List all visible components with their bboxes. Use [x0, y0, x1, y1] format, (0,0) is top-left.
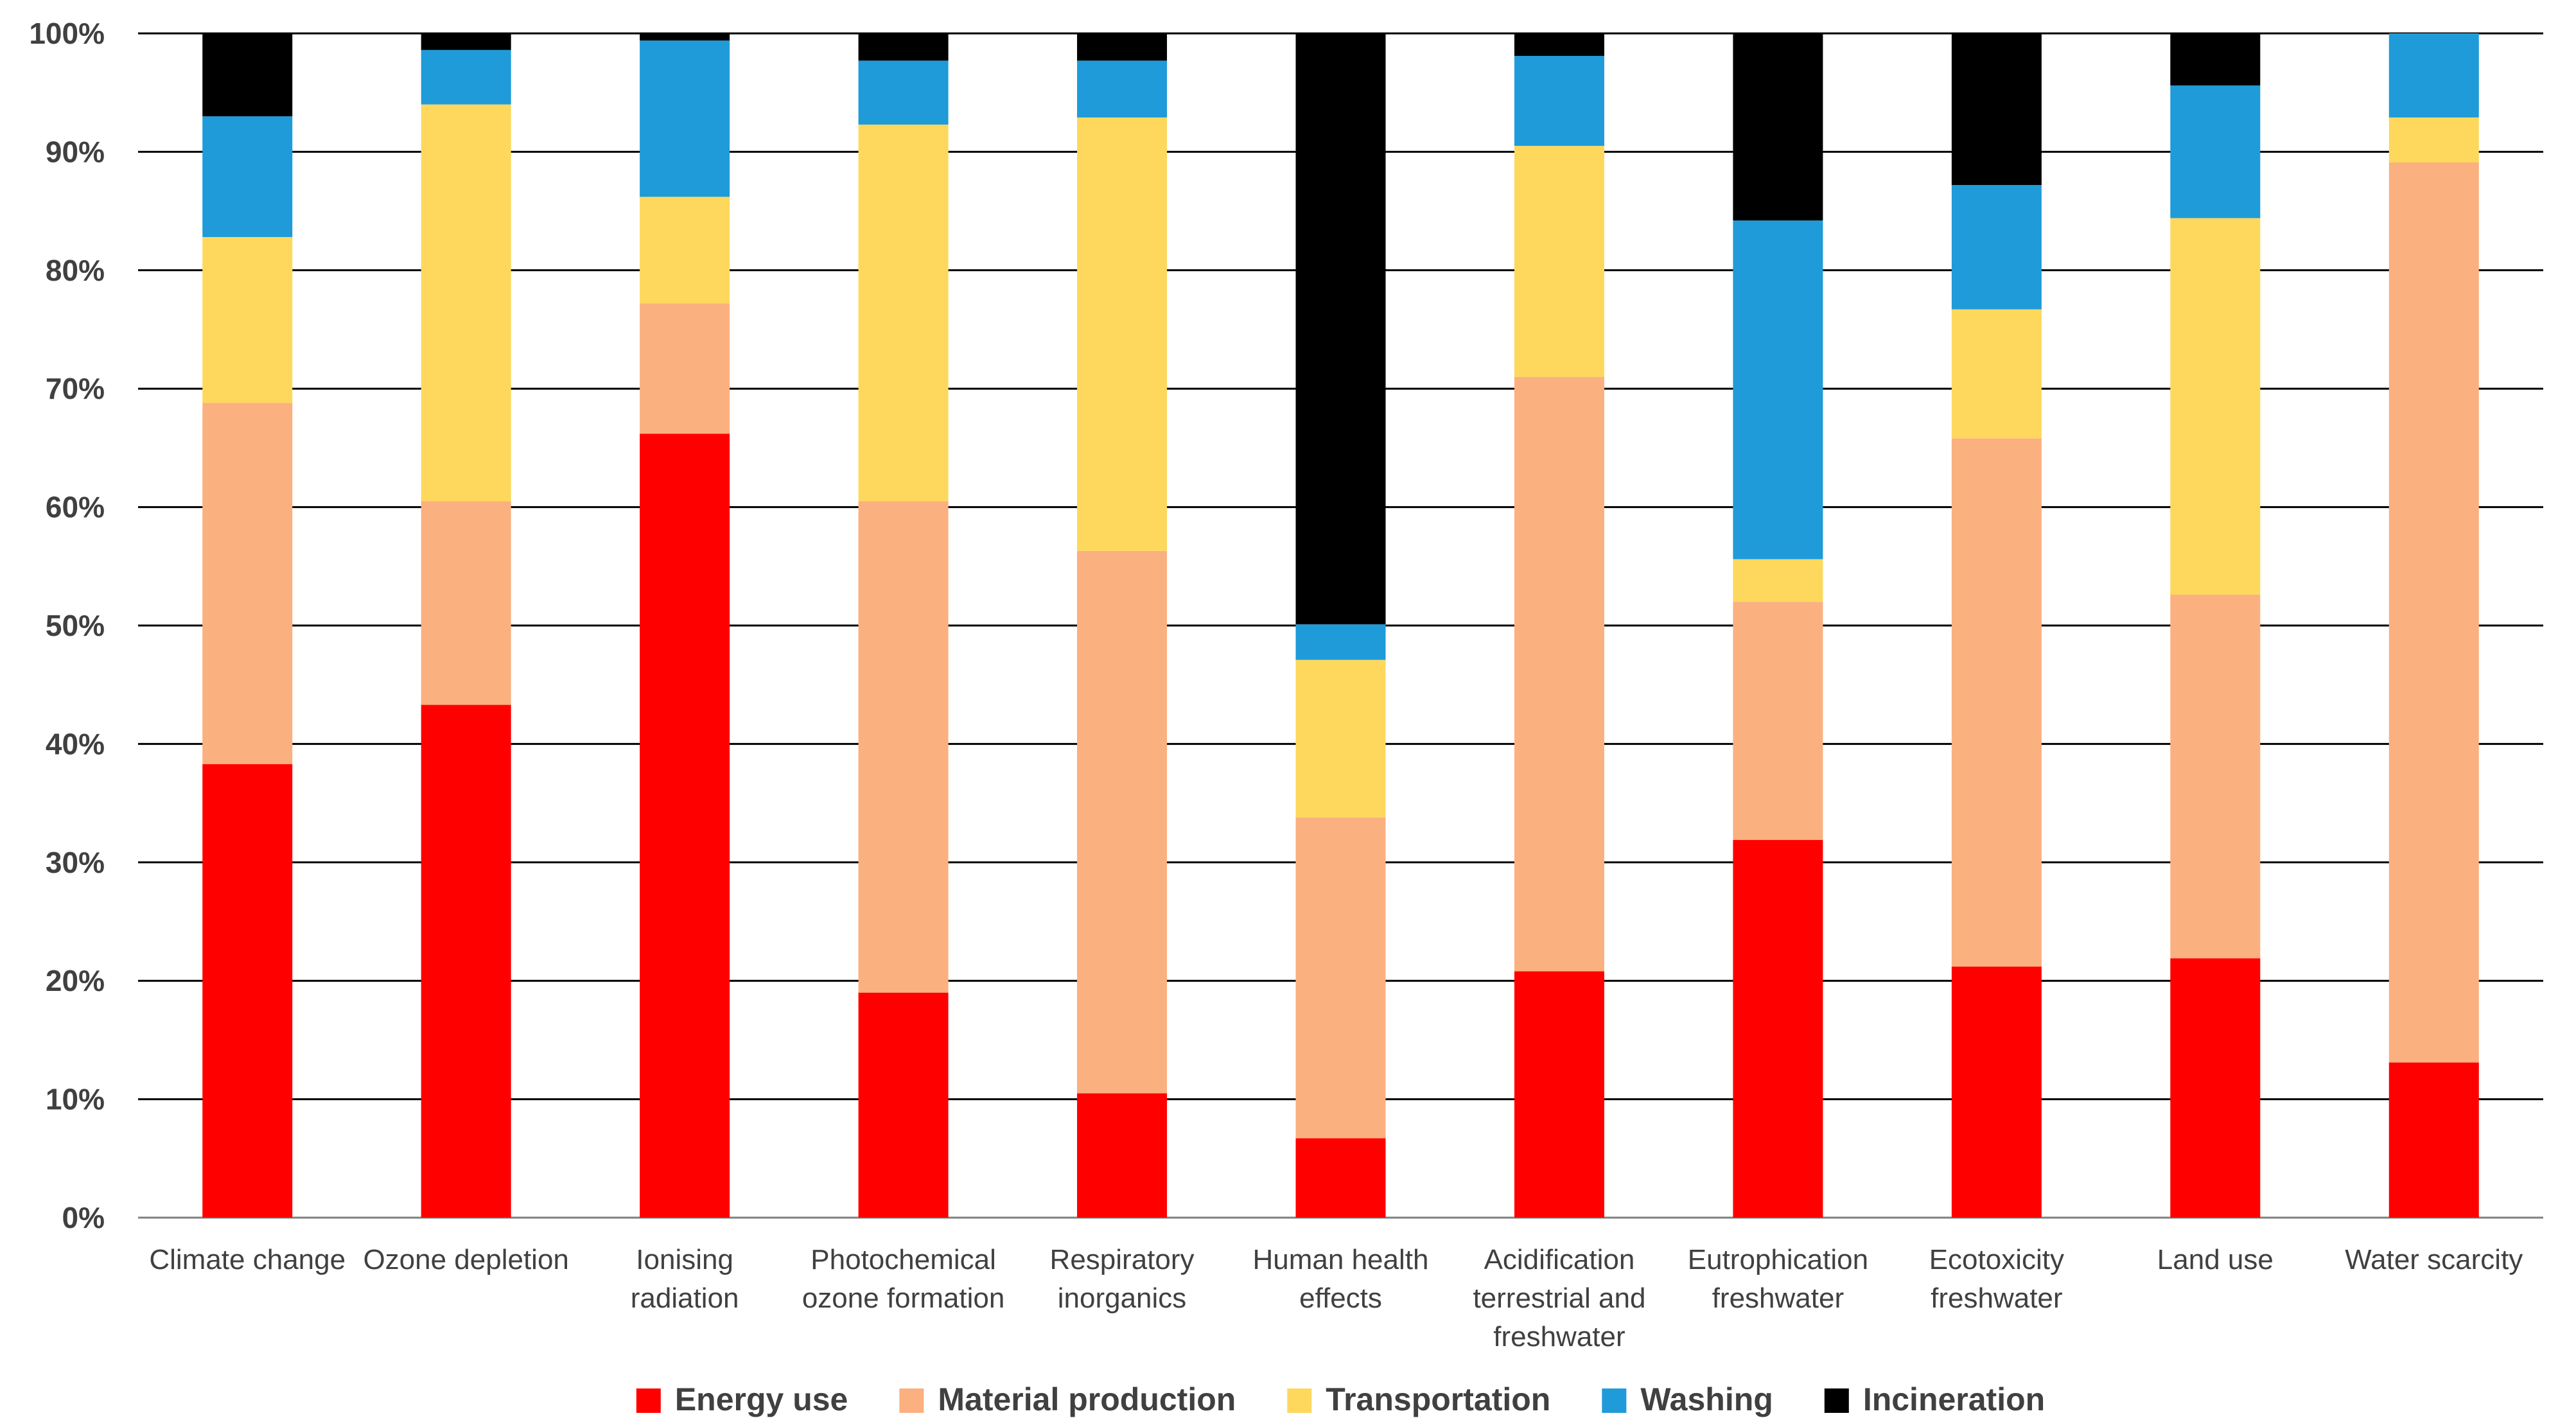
bar-segment-energy-use [1951, 967, 2042, 1218]
bars [202, 33, 2479, 1218]
legend-item-energy-use: Energy use [636, 1381, 848, 1417]
legend-swatch [1602, 1388, 1627, 1413]
bar-segment-incineration [1514, 33, 1604, 57]
bar-segment-washing [1514, 56, 1604, 146]
bar-segment-transportation [1077, 117, 1168, 551]
legend-label: Transportation [1326, 1381, 1550, 1417]
y-tick-label: 90% [46, 135, 105, 168]
bar-segment-washing [421, 49, 511, 105]
bar-segment-incineration [1951, 33, 2042, 186]
bar-segment-energy-use [2170, 958, 2261, 1218]
bar-segment-material-production [421, 501, 511, 705]
bar-segment-transportation [202, 237, 293, 403]
bar-segment-material-production [1514, 376, 1604, 972]
legend-label: Washing [1640, 1381, 1773, 1417]
bar-segment-washing [1077, 60, 1168, 118]
bar-segment-washing [1951, 185, 2042, 310]
y-tick-label: 70% [46, 372, 105, 405]
y-tick-label: 50% [46, 609, 105, 642]
legend-swatch [1287, 1388, 1312, 1413]
legend-item-washing: Washing [1602, 1381, 1773, 1417]
bar-segment-energy-use [1733, 839, 1823, 1218]
legend-label: Material production [938, 1381, 1236, 1417]
bar-segment-material-production [202, 403, 293, 764]
y-tick-label: 30% [46, 846, 105, 879]
bar-segment-washing [2388, 33, 2479, 118]
bar-segment-material-production [858, 501, 949, 993]
bar-segment-energy-use [2388, 1062, 2479, 1218]
bar-segment-energy-use [1514, 971, 1604, 1218]
bar-segment-material-production [1295, 817, 1386, 1139]
y-tick-label: 100% [29, 17, 105, 50]
x-tick-label: Climate change [149, 1244, 346, 1275]
bar-segment-incineration [2170, 33, 2261, 86]
bar-segment-energy-use [858, 992, 949, 1218]
bar-segment-incineration [640, 33, 730, 41]
bar-segment-energy-use [1077, 1093, 1168, 1218]
bar-segment-transportation [1295, 660, 1386, 818]
bar-segment-material-production [1951, 438, 2042, 967]
y-axis-ticks: 0% 10% 20% 30% 40% 50% 60% 70% 80% 90% 100% [29, 17, 105, 1234]
bar-segment-washing [2170, 85, 2261, 218]
bar-segment-material-production [2170, 595, 2261, 959]
legend-label: Incineration [1863, 1381, 2045, 1417]
legend: Energy use Material production Transportat… [636, 1381, 2045, 1417]
x-tick-label: Human health effects [1253, 1244, 1429, 1314]
bar-segment-transportation [421, 104, 511, 502]
y-tick-label: 60% [46, 491, 105, 524]
x-tick-label: Respiratory inorganics [1050, 1244, 1195, 1314]
y-tick-label: 10% [46, 1083, 105, 1116]
bar-segment-energy-use [1295, 1138, 1386, 1218]
x-tick-label: Photochemical ozone formation [802, 1244, 1005, 1314]
bar-segment-transportation [640, 197, 730, 304]
bar-segment-washing [1733, 220, 1823, 559]
legend-item-transportation: Transportation [1287, 1381, 1550, 1417]
x-tick-label: Ionising radiation [631, 1244, 739, 1314]
bar-segment-incineration [858, 33, 949, 61]
bar-segment-transportation [1733, 559, 1823, 602]
bar-segment-material-production [640, 303, 730, 434]
bar-segment-material-production [1733, 602, 1823, 840]
y-tick-label: 20% [46, 964, 105, 997]
legend-swatch [636, 1388, 661, 1413]
bar-segment-transportation [1951, 309, 2042, 439]
legend-item-incineration: Incineration [1824, 1381, 2045, 1417]
bar-segment-transportation [2170, 218, 2261, 595]
bar-segment-washing [858, 60, 949, 125]
bar-segment-transportation [858, 124, 949, 502]
bar-segment-washing [1295, 624, 1386, 660]
x-tick-label: Land use [2157, 1244, 2274, 1275]
bar-segment-material-production [2388, 162, 2479, 1063]
bar-segment-transportation [1514, 146, 1604, 377]
bar-segment-incineration [421, 33, 511, 50]
y-tick-label: 80% [46, 254, 105, 287]
x-tick-label: Ecotoxicity freshwater [1929, 1244, 2064, 1314]
bar-segment-energy-use [640, 433, 730, 1218]
bar-segment-transportation [2388, 117, 2479, 162]
x-tick-label: Acidification terrestrial and freshwater [1473, 1244, 1645, 1353]
bar-segment-energy-use [421, 705, 511, 1218]
bar-segment-incineration [202, 33, 293, 117]
x-tick-label: Water scarcity [2345, 1244, 2523, 1275]
bar-segment-material-production [1077, 550, 1168, 1094]
x-tick-label: Ozone depletion [363, 1244, 568, 1275]
bar-segment-energy-use [202, 764, 293, 1218]
bar-segment-incineration [1295, 33, 1386, 625]
y-tick-label: 40% [46, 727, 105, 760]
bar-segment-washing [202, 116, 293, 238]
legend-swatch [899, 1388, 924, 1413]
legend-swatch [1824, 1388, 1849, 1413]
bar-segment-washing [640, 40, 730, 197]
bar-segment-incineration [1077, 33, 1168, 61]
legend-label: Energy use [675, 1381, 848, 1417]
x-axis-ticks: Climate change Ozone depletion Ionising rad… [149, 1244, 2523, 1353]
legend-item-material-production: Material production [899, 1381, 1236, 1417]
bar-segment-incineration [1733, 33, 1823, 221]
x-tick-label: Eutrophication freshwater [1688, 1244, 1868, 1314]
y-tick-label: 0% [62, 1201, 105, 1234]
